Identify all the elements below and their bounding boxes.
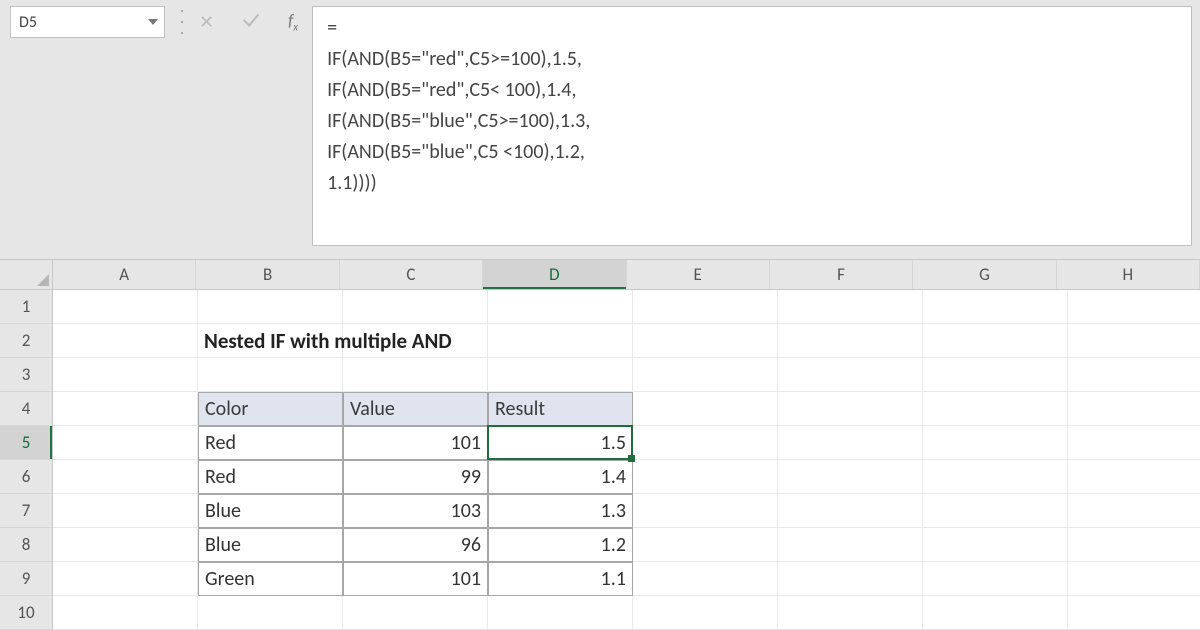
column-header-G[interactable]: G [913, 260, 1056, 289]
row-header-9[interactable]: 9 [0, 562, 52, 596]
table-header-color[interactable]: Color [198, 392, 343, 426]
table-cell[interactable]: Green [198, 562, 343, 596]
fx-icon[interactable]: fx [288, 10, 298, 33]
column-header-H[interactable]: H [1057, 260, 1200, 289]
table-header-value[interactable]: Value [343, 392, 488, 426]
row-header-2[interactable]: 2 [0, 324, 52, 358]
table-cell[interactable]: Blue [198, 494, 343, 528]
row-header-6[interactable]: 6 [0, 460, 52, 494]
row-header-5[interactable]: 5 [0, 426, 52, 460]
name-box[interactable]: D5 [10, 6, 165, 38]
row-header-8[interactable]: 8 [0, 528, 52, 562]
table-cell[interactable]: Red [198, 426, 343, 460]
column-headers: ABCDEFGH [53, 260, 1200, 290]
column-header-A[interactable]: A [53, 260, 196, 289]
select-all-corner[interactable] [0, 260, 53, 290]
table-cell[interactable]: 96 [343, 528, 488, 562]
table-cell[interactable]: 1.2 [488, 528, 633, 562]
column-header-E[interactable]: E [627, 260, 770, 289]
grid[interactable]: Nested IF with multiple AND ColorValueRes… [53, 290, 1200, 630]
row-header-10[interactable]: 10 [0, 596, 52, 630]
name-box-value: D5 [19, 13, 37, 32]
enter-icon[interactable] [240, 9, 262, 36]
table-cell[interactable]: 99 [343, 460, 488, 494]
table-cell[interactable]: 1.4 [488, 460, 633, 494]
column-header-C[interactable]: C [340, 260, 483, 289]
formula-bar-buttons: ✕ fx [199, 6, 298, 38]
table-cell[interactable]: Red [198, 460, 343, 494]
chevron-down-icon[interactable] [148, 19, 158, 25]
row-header-7[interactable]: 7 [0, 494, 52, 528]
formula-input[interactable]: = IF(AND(B5="red",C5>=100),1.5, IF(AND(B… [312, 6, 1192, 246]
row-header-3[interactable]: 3 [0, 358, 52, 392]
column-header-B[interactable]: B [196, 260, 339, 289]
table-cell[interactable]: 1.1 [488, 562, 633, 596]
table-header-result[interactable]: Result [488, 392, 633, 426]
worksheet: ABCDEFGH 12345678910 Nested IF with mult… [0, 260, 1200, 630]
table-cell[interactable]: 101 [343, 562, 488, 596]
table-cell[interactable]: 103 [343, 494, 488, 528]
column-header-D[interactable]: D [483, 260, 626, 289]
row-header-4[interactable]: 4 [0, 392, 52, 426]
row-header-1[interactable]: 1 [0, 290, 52, 324]
grip-icon[interactable] [179, 10, 185, 34]
table-cell[interactable]: 1.3 [488, 494, 633, 528]
formula-bar-area: D5 ✕ fx = IF(AND(B5="red",C5>=100),1.5, … [0, 0, 1200, 260]
table-cell[interactable]: 101 [343, 426, 488, 460]
row-headers: 12345678910 [0, 290, 53, 630]
table-cell[interactable]: Blue [198, 528, 343, 562]
sheet-title[interactable]: Nested IF with multiple AND [198, 324, 633, 358]
cancel-icon[interactable]: ✕ [199, 11, 214, 33]
column-header-F[interactable]: F [770, 260, 913, 289]
table-cell[interactable]: 1.5 [488, 426, 633, 460]
